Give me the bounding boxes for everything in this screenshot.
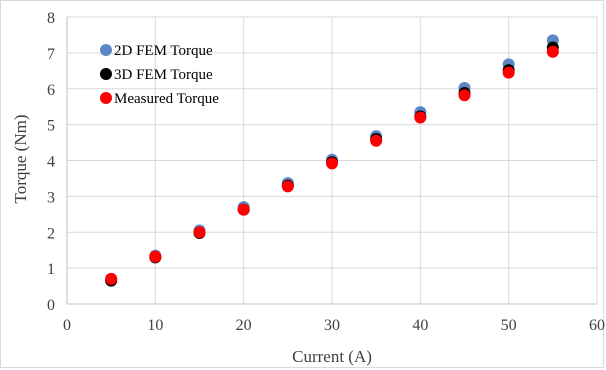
point-measured-torque <box>237 203 250 216</box>
x-tick-label: 20 <box>236 317 252 334</box>
legend: 2D FEM Torque 3D FEM Torque Measured Torqu… <box>100 43 219 107</box>
data-points <box>105 34 559 287</box>
point-measured-torque <box>326 157 338 170</box>
y-axis-title: Torque (Nm) <box>11 115 30 204</box>
y-tick-label: 0 <box>47 297 55 314</box>
point-measured-torque <box>193 226 206 239</box>
point-measured-torque <box>502 66 515 79</box>
point-measured-torque <box>281 180 294 193</box>
legend-label-3d-fem-torque: 3D FEM Torque <box>114 67 213 83</box>
x-axis-title: Current (A) <box>292 347 372 366</box>
x-tick-label: 30 <box>324 317 340 334</box>
y-tick-label: 1 <box>47 261 55 278</box>
legend-marker-3d-fem-torque <box>100 68 112 80</box>
tick-labels: 0 1 2 3 4 5 6 7 8 0 10 20 30 40 50 60 <box>47 10 605 334</box>
y-tick-label: 5 <box>47 118 55 135</box>
point-measured-torque <box>546 45 559 58</box>
point-measured-torque <box>458 89 471 102</box>
y-tick-label: 4 <box>47 154 55 171</box>
point-measured-torque <box>105 272 118 285</box>
point-measured-torque <box>149 250 162 263</box>
point-measured-torque <box>414 111 427 124</box>
y-tick-label: 8 <box>47 10 55 27</box>
x-tick-label: 60 <box>589 317 605 334</box>
x-tick-label: 50 <box>501 317 517 334</box>
point-measured-torque <box>370 134 383 147</box>
y-tick-label: 3 <box>47 189 55 206</box>
legend-label-measured-torque: Measured Torque <box>114 91 219 107</box>
x-tick-label: 0 <box>63 317 71 334</box>
grid-lines <box>66 16 598 305</box>
y-tick-label: 2 <box>47 225 55 242</box>
y-tick-label: 7 <box>47 46 55 63</box>
y-tick-label: 6 <box>47 82 55 99</box>
legend-marker-2d-fem-torque <box>100 44 112 56</box>
legend-label-2d-fem-torque: 2D FEM Torque <box>114 43 213 59</box>
x-tick-label: 40 <box>412 317 428 334</box>
legend-marker-measured-torque <box>100 92 112 104</box>
x-tick-label: 10 <box>147 317 163 334</box>
